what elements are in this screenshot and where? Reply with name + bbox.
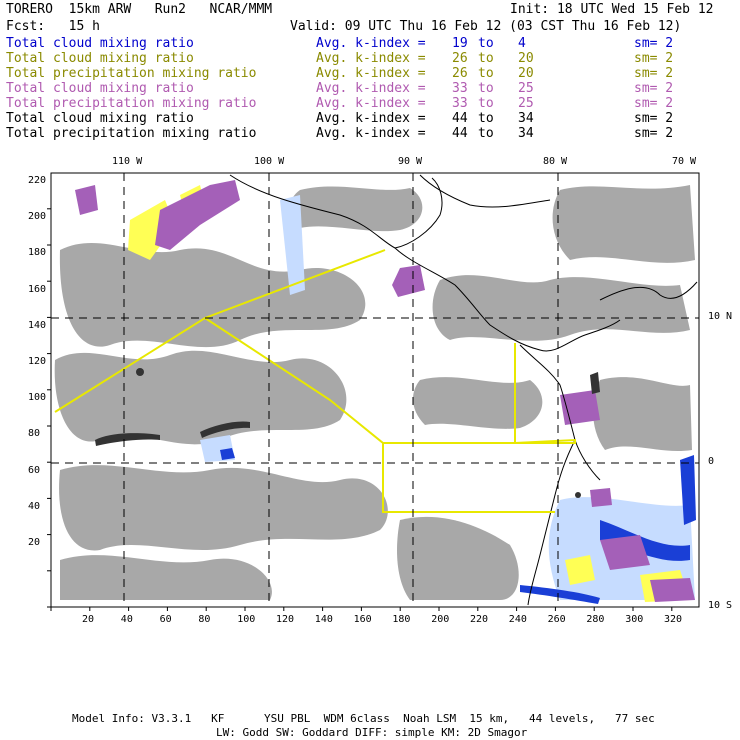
legend-smoothing: sm= 2: [634, 81, 674, 96]
legend-field: Total cloud mixing ratio: [6, 36, 194, 51]
bottom-axis-tick-label: 220: [470, 614, 489, 625]
legend-kindex-to: 4: [518, 36, 526, 51]
legend-field: Total cloud mixing ratio: [6, 81, 194, 96]
legend-kindex-label: Avg. k-index =: [316, 111, 426, 126]
legend-to-word: to: [478, 51, 494, 66]
legend-kindex-label: Avg. k-index =: [316, 51, 426, 66]
bottom-axis-tick-label: 160: [353, 614, 372, 625]
legend-field: Total precipitation mixing ratio: [6, 126, 257, 141]
legend-kindex-from: 26: [452, 51, 468, 66]
physics-info: LW: Godd SW: Goddard DIFF: simple KM: 2D…: [216, 726, 528, 739]
left-axis-tick-label: 60: [28, 464, 41, 476]
legend-field: Total cloud mixing ratio: [6, 51, 194, 66]
bottom-axis-tick-label: 80: [198, 614, 211, 625]
model-info: Model Info: V3.3.1 KF YSU PBL WDM 6class…: [72, 712, 655, 725]
legend-smoothing: sm= 2: [634, 36, 674, 51]
legend-smoothing: sm= 2: [634, 96, 674, 111]
latitude-label: 0: [708, 456, 715, 467]
bottom-axis-tick-label: 100: [237, 614, 256, 625]
legend-to-word: to: [478, 81, 494, 96]
longitude-label: 90 W: [398, 156, 423, 167]
bottom-axis-tick-label: 60: [159, 614, 172, 625]
longitude-label: 100 W: [254, 156, 285, 167]
legend-kindex-to: 20: [518, 66, 534, 81]
bottom-axis-tick-label: 300: [625, 614, 644, 625]
legend-kindex-from: 26: [452, 66, 468, 81]
legend-kindex-label: Avg. k-index =: [316, 81, 426, 96]
axis-tick-marks: [47, 208, 673, 611]
legend-field: Total precipitation mixing ratio: [6, 66, 257, 81]
latitude-label: 10 S: [708, 600, 733, 611]
dark-cloud-field: [95, 368, 600, 498]
bottom-axis-tick-label: 20: [82, 614, 95, 625]
valid-time: Valid: 09 UTC Thu 16 Feb 12 (03 CST Thu …: [290, 19, 682, 34]
coastline: [229, 174, 698, 606]
legend-field: Total cloud mixing ratio: [6, 111, 194, 126]
bottom-axis-tick-label: 260: [547, 614, 566, 625]
legend-smoothing: sm= 2: [634, 126, 674, 141]
legend-kindex-from: 33: [452, 81, 468, 96]
bottom-axis-tick-label: 320: [664, 614, 683, 625]
legend-kindex-to: 25: [518, 81, 534, 96]
left-axis-tick-label: 160: [28, 283, 47, 295]
legend-kindex-label: Avg. k-index =: [316, 96, 426, 111]
left-axis-tick-label: 100: [28, 392, 47, 404]
legend-kindex-to: 34: [518, 111, 534, 126]
longitude-label: 80 W: [543, 156, 568, 167]
model-title: TORERO 15km ARW Run2 NCAR/MMM: [6, 2, 273, 17]
init-time: Init: 18 UTC Wed 15 Feb 12: [510, 2, 714, 17]
longitude-label: 70 W: [672, 156, 697, 167]
legend-smoothing: sm= 2: [634, 66, 674, 81]
left-axis-tick-label: 180: [28, 247, 47, 259]
legend-kindex-label: Avg. k-index =: [316, 126, 426, 141]
latitude-label: 10 N: [708, 311, 733, 322]
left-axis-tick-label: 120: [28, 356, 47, 367]
cloud-field: [54, 185, 695, 600]
blue-field: [220, 448, 696, 604]
legend-kindex-to: 34: [518, 126, 534, 141]
lat-lon-grid: [51, 173, 699, 607]
bottom-axis-tick-label: 120: [276, 614, 295, 625]
legend-kindex-label: Avg. k-index =: [316, 66, 426, 81]
legend-smoothing: sm= 2: [634, 51, 674, 66]
legend-smoothing: sm= 2: [634, 111, 674, 126]
purple-field: [75, 180, 695, 602]
left-axis-tick-label: 80: [28, 428, 41, 440]
legend-kindex-from: 44: [452, 126, 468, 141]
legend-to-word: to: [478, 66, 494, 81]
legend-kindex-to: 20: [518, 51, 534, 66]
bottom-axis-tick-label: 180: [392, 614, 411, 625]
bottom-axis-tick-label: 140: [314, 614, 333, 625]
left-axis-tick-label: 200: [28, 211, 47, 223]
bottom-axis-tick-label: 200: [431, 614, 450, 625]
legend-kindex-from: 19: [452, 36, 468, 51]
legend-to-word: to: [478, 111, 494, 126]
legend-to-word: to: [478, 96, 494, 111]
longitude-label: 110 W: [112, 156, 143, 167]
left-axis-tick-label: 140: [28, 319, 47, 331]
bottom-axis-tick-label: 40: [120, 614, 133, 625]
legend-field: Total precipitation mixing ratio: [6, 96, 257, 111]
legend-kindex-from: 33: [452, 96, 468, 111]
left-axis-tick-label: 20: [28, 537, 41, 548]
legend-kindex-label: Avg. k-index =: [316, 36, 426, 51]
left-axis-tick-label: 40: [28, 500, 41, 512]
forecast-hour: Fcst: 15 h: [6, 19, 100, 34]
plot-area: [50, 172, 700, 608]
legend-to-word: to: [478, 36, 494, 51]
left-axis-tick-label: 220: [28, 175, 47, 186]
bottom-axis-tick-label: 240: [508, 614, 527, 625]
legend-to-word: to: [478, 126, 494, 141]
bottom-axis-tick-label: 280: [586, 614, 605, 625]
legend-kindex-to: 25: [518, 96, 534, 111]
legend-kindex-from: 44: [452, 111, 468, 126]
